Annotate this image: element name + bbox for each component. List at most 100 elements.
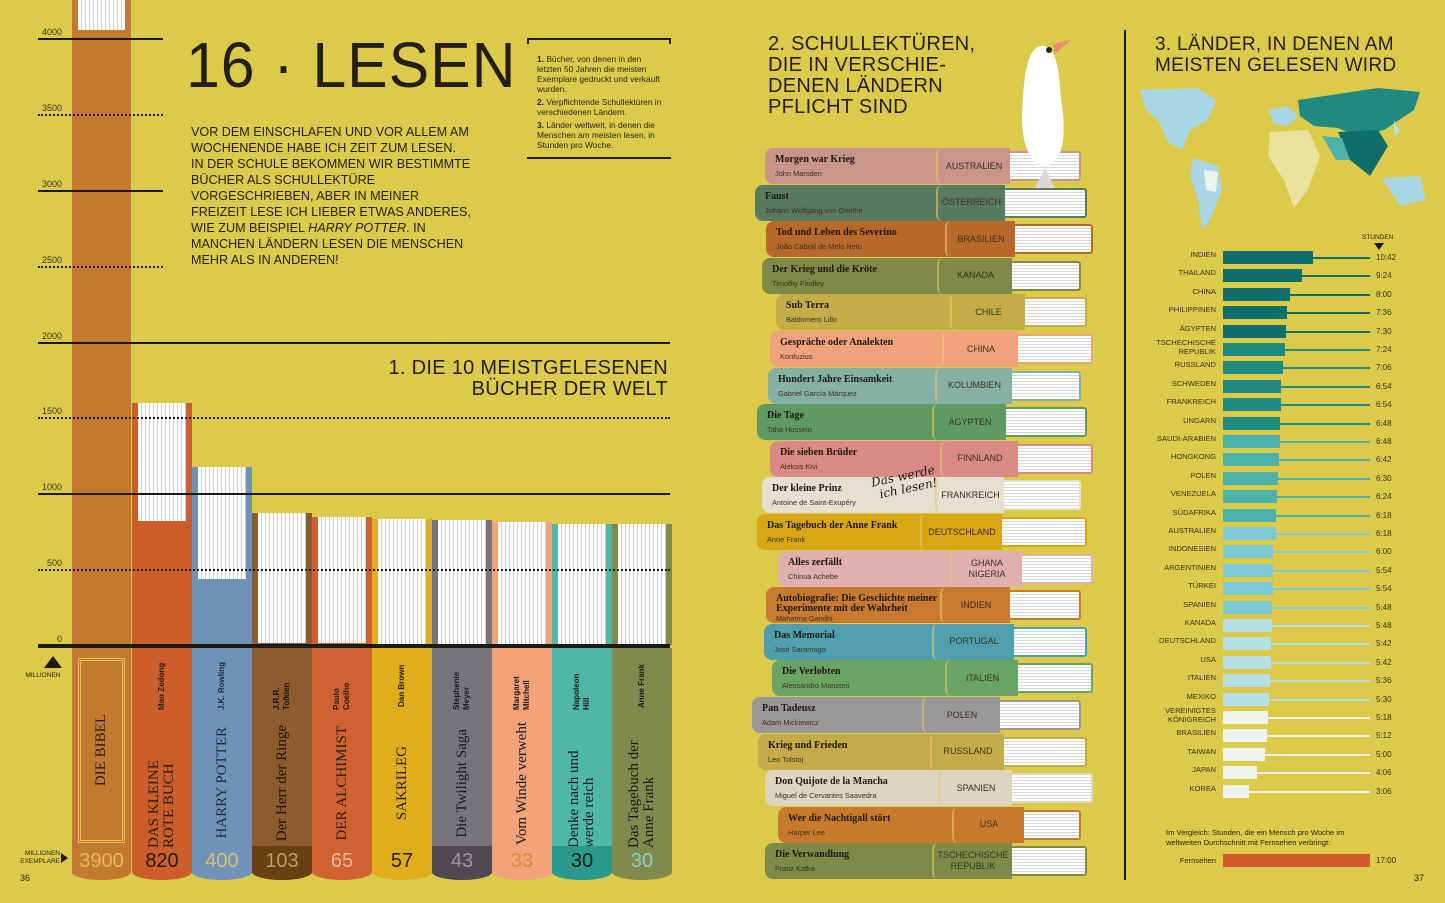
country-row: HONGKONG 6:42 bbox=[1150, 452, 1400, 468]
school-book-author: Alessandro Manzoni bbox=[782, 681, 849, 691]
arrow-up-icon bbox=[44, 656, 62, 668]
gridline bbox=[38, 417, 670, 420]
country-value: 7:36 bbox=[1376, 308, 1392, 318]
book-copies: 103 bbox=[252, 846, 312, 880]
country-value: 6:18 bbox=[1376, 529, 1392, 538]
country-value: 9:24 bbox=[1376, 271, 1392, 281]
book-title-wrap: Vom Winde verweht bbox=[492, 718, 552, 848]
school-book-author: João Cabral de Melo Neto bbox=[776, 242, 862, 252]
school-book-author: Adam Mickiewicz bbox=[762, 718, 819, 727]
school-book-author: Franz Kafka bbox=[775, 864, 815, 874]
school-book-country: RUSSLAND bbox=[930, 733, 1004, 770]
country-line bbox=[1223, 551, 1370, 554]
country-label: VENEZUELA bbox=[1170, 489, 1216, 499]
country-value: 5:54 bbox=[1376, 584, 1392, 594]
country-label: INDIEN bbox=[1190, 250, 1216, 259]
book-spine: Anne Frank Das Tagebuch der Anne Frank 30 bbox=[612, 648, 672, 880]
gridline bbox=[38, 113, 163, 116]
country-value: 5:18 bbox=[1376, 713, 1392, 722]
country-label: KOREA bbox=[1189, 783, 1216, 793]
school-book-author: Anne Frank bbox=[767, 535, 806, 544]
school-book-country: ÄGYPTEN bbox=[932, 404, 1006, 441]
country-bar bbox=[1223, 453, 1279, 467]
country-value: 4:06 bbox=[1376, 768, 1392, 778]
country-label: RUSSLAND bbox=[1174, 360, 1216, 370]
tv-value: 17:00 bbox=[1376, 856, 1397, 865]
y-tick-label: 1000 bbox=[41, 482, 62, 493]
school-book-title: Das Tagebuch der Anne Frank bbox=[767, 520, 898, 531]
school-book-country: KANADA bbox=[937, 257, 1012, 294]
book-pages bbox=[1001, 187, 1087, 218]
country-line bbox=[1223, 385, 1370, 388]
school-book-country: BRASILIEN bbox=[945, 221, 1015, 258]
country-label: ITALIEN bbox=[1187, 673, 1216, 683]
book-title-wrap: Der Herr der Ringe bbox=[252, 718, 312, 848]
country-bar bbox=[1223, 655, 1271, 669]
school-book-country: ÖSTERREICH bbox=[936, 184, 1005, 221]
country-row: KOREA 3:06 bbox=[1150, 784, 1400, 800]
country-line bbox=[1223, 330, 1370, 333]
school-book-author: Miguel de Cervantes Saavedra bbox=[775, 791, 877, 801]
school-book-country: USA bbox=[952, 806, 1024, 843]
country-row: ÄGYPTEN 7:30 bbox=[1150, 324, 1400, 340]
country-line bbox=[1223, 349, 1370, 351]
school-book-title: Sub Terra bbox=[786, 300, 830, 312]
book-pages bbox=[1000, 480, 1081, 511]
legend-item: 2. Verpflichtende Schullektüren in versc… bbox=[537, 97, 662, 117]
book-author: J.K. Rowling bbox=[217, 662, 226, 710]
book-pages bbox=[258, 513, 306, 643]
school-book-author: Mahatma Gandhi bbox=[776, 614, 833, 624]
country-line bbox=[1223, 367, 1370, 370]
country-value: 6:54 bbox=[1376, 400, 1392, 410]
school-book-country: DEUTSCHLAND bbox=[920, 514, 1002, 550]
tv-bar bbox=[1223, 854, 1370, 867]
book-author: Anne Frank bbox=[637, 664, 646, 709]
country-bar bbox=[1223, 619, 1272, 632]
country-row: SPANIEN 5:48 bbox=[1150, 600, 1400, 616]
country-value: 3:06 bbox=[1376, 786, 1392, 796]
school-book-title: Die Verwandlung bbox=[775, 849, 850, 861]
book-pages bbox=[1011, 224, 1093, 255]
section3-title: 3. LÄNDER, IN DENEN AM MEISTEN GELESEN WI… bbox=[1155, 34, 1397, 76]
country-row: FRANKREICH 6:54 bbox=[1150, 397, 1400, 413]
school-book: Hundert Jahre Einsamkeit Gabriel García M… bbox=[768, 367, 1012, 404]
tv-comparison-text: Im Vergleich: Stunden, die ein Mensch pr… bbox=[1166, 828, 1345, 847]
country-row: INDIEN 10:42 bbox=[1150, 250, 1400, 266]
country-bar bbox=[1223, 563, 1273, 577]
school-book-title: Das Memorial bbox=[774, 629, 835, 641]
book-title-wrap: DER ALCHIMIST bbox=[312, 718, 372, 848]
country-bar bbox=[1223, 729, 1267, 743]
country-line bbox=[1223, 569, 1370, 572]
school-book: Morgen war Krieg John Marsden AUSTRALIEN bbox=[765, 148, 1010, 184]
country-line bbox=[1223, 772, 1370, 775]
country-bar bbox=[1223, 582, 1273, 596]
school-book-author: Johann Wolfgang von Goethe bbox=[765, 205, 863, 215]
country-line bbox=[1223, 459, 1370, 462]
book-pages bbox=[498, 522, 546, 644]
country-bar bbox=[1223, 416, 1280, 430]
country-value: 7:24 bbox=[1376, 345, 1392, 354]
country-line bbox=[1223, 680, 1370, 683]
country-bar bbox=[1223, 471, 1278, 485]
book-title-wrap: SAKRILEG bbox=[372, 718, 432, 848]
book-upper bbox=[72, 0, 131, 645]
intro-part: VOR DEM EINSCHLAFEN UND VOR ALLEM AM WOC… bbox=[191, 125, 471, 235]
school-book-author: Gabriel García Márquez bbox=[778, 388, 857, 398]
y-tick-label: 3500 bbox=[41, 102, 62, 113]
country-bar bbox=[1223, 343, 1285, 356]
school-book-title: Faust bbox=[765, 190, 789, 202]
school-book-title: Der Krieg und die Kröte bbox=[772, 263, 877, 275]
gridline bbox=[38, 265, 163, 268]
country-label: TAIWAN bbox=[1187, 746, 1216, 756]
book-copies: 3900 bbox=[79, 850, 124, 872]
country-label: POLEN bbox=[1190, 470, 1216, 480]
country-bar bbox=[1223, 306, 1287, 320]
baseline-line bbox=[38, 644, 670, 648]
book-spine: Mao Zedong DAS KLEINE ROTE BUCH 820 bbox=[132, 648, 192, 880]
book-pages bbox=[1014, 663, 1093, 694]
country-row: POLEN 6:30 bbox=[1150, 471, 1400, 487]
school-book-author: Konfuzius bbox=[780, 352, 813, 361]
gridline bbox=[38, 189, 163, 192]
bird-illustration bbox=[1021, 40, 1071, 188]
school-book-author: Baldomero Lillo bbox=[786, 315, 837, 325]
